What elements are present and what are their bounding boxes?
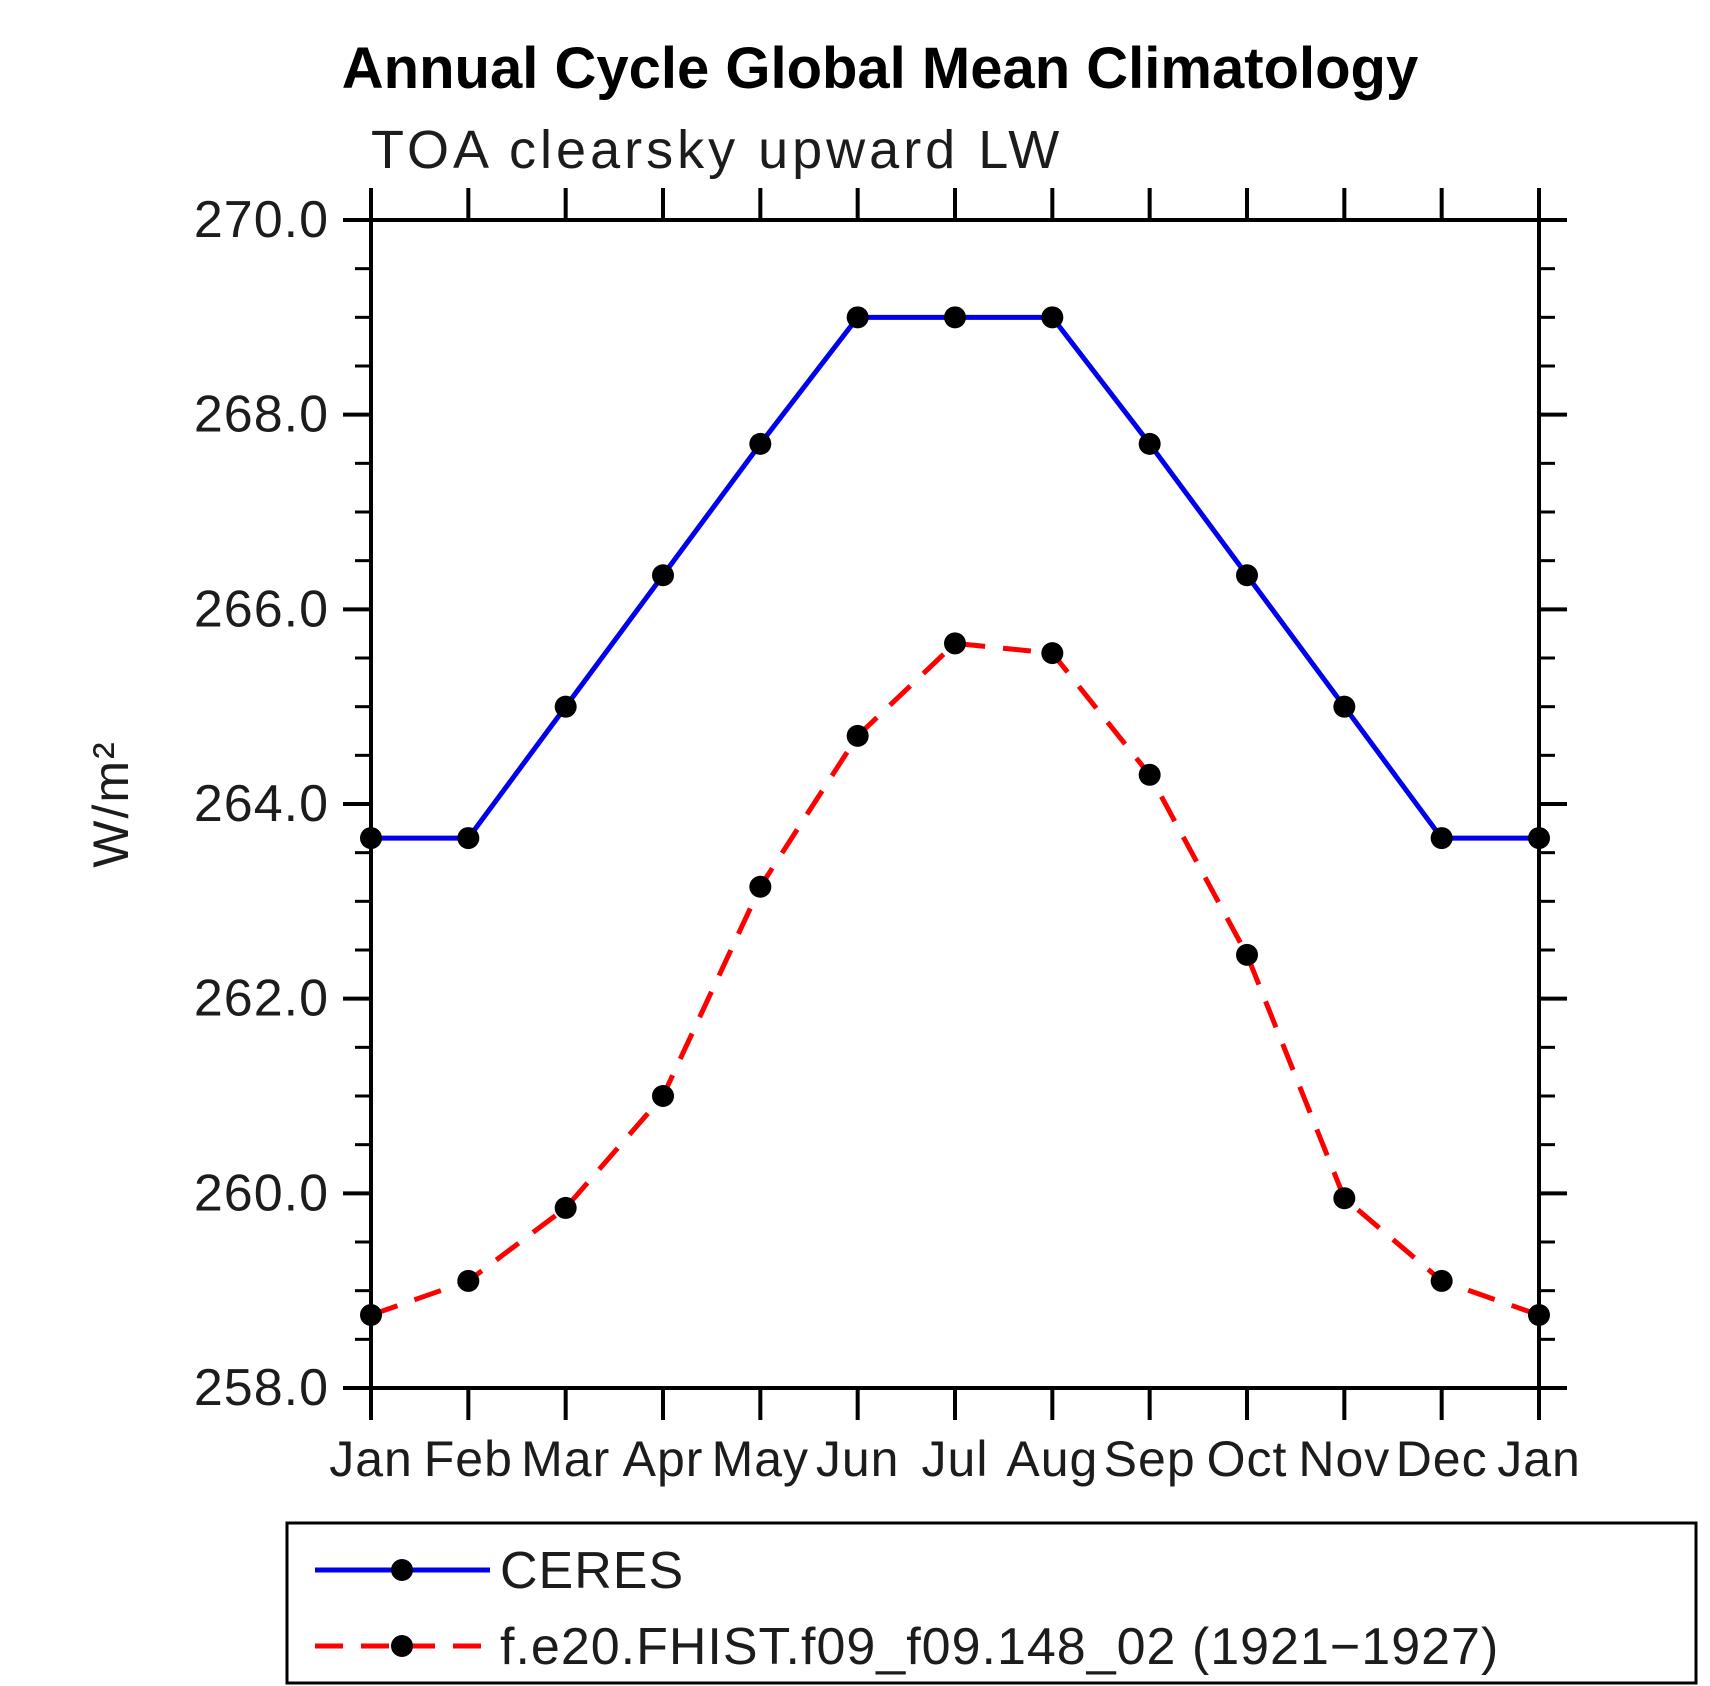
data-point-marker: [846, 306, 869, 329]
data-point-marker: [1236, 943, 1258, 966]
x-axis-month-label: Oct: [1207, 1431, 1288, 1487]
legend-box: [285, 1521, 1698, 1685]
data-point-marker: [360, 1304, 382, 1326]
legend-label-ceres: CERES: [500, 1542, 684, 1600]
data-series-layer: [360, 306, 1550, 1326]
data-point-marker: [457, 827, 480, 850]
y-axis-tick-label: 258.0: [194, 1359, 329, 1417]
legend: CERES f.e20.FHIST.f09_f09.148_02 (1921−1…: [285, 1521, 1698, 1685]
data-point-marker: [1138, 432, 1161, 455]
data-point-marker: [1430, 1269, 1453, 1292]
legend-marker-model: [391, 1635, 413, 1657]
data-point-marker: [1041, 306, 1064, 329]
data-point-marker: [1333, 1187, 1356, 1210]
data-point-marker: [1528, 827, 1550, 850]
chart-subtitle: TOA clearsky upward LW: [371, 120, 1063, 180]
x-axis-month-label: Jun: [816, 1431, 900, 1487]
y-axis-tick-label: 260.0: [194, 1164, 329, 1222]
x-axis-month-label: Aug: [1006, 1431, 1098, 1487]
data-point-marker: [1236, 564, 1258, 587]
data-point-marker: [457, 1269, 480, 1292]
data-point-marker: [1333, 695, 1356, 718]
x-axis-month-label: Jan: [1497, 1431, 1581, 1487]
y-axis-label: W/m²: [83, 740, 139, 867]
legend-marker-ceres: [391, 1559, 413, 1581]
data-point-marker: [1528, 1304, 1550, 1326]
data-point-marker: [749, 875, 772, 898]
data-point-marker: [652, 1085, 674, 1107]
y-axis-tick-label: 266.0: [194, 580, 329, 638]
y-axis-ticks: 258.0 260.0 262.0 264.0 266.0 268.0 270.0: [194, 191, 1567, 1417]
x-axis-month-label: Feb: [424, 1431, 513, 1487]
legend-label-model: f.e20.FHIST.f09_f09.148_02 (1921−1927): [500, 1618, 1499, 1676]
x-axis-month-label: May: [712, 1431, 809, 1487]
data-point-marker: [846, 724, 869, 747]
data-point-marker: [360, 827, 382, 850]
chart-title: Annual Cycle Global Mean Climatology: [342, 36, 1418, 101]
x-axis-month-label: Sep: [1104, 1431, 1196, 1487]
data-point-marker: [749, 432, 772, 455]
data-point-marker: [652, 564, 674, 587]
data-point-marker: [554, 1196, 577, 1219]
x-axis-month-label: Jul: [922, 1431, 989, 1487]
data-point-marker: [1041, 642, 1064, 665]
y-axis-tick-label: 264.0: [194, 775, 329, 833]
ceres-line: [371, 314, 1539, 841]
y-axis-tick-label: 268.0: [194, 386, 329, 444]
data-point-marker: [554, 695, 577, 718]
x-axis-month-label: Jan: [329, 1431, 413, 1487]
plot-area-border: [369, 218, 1541, 1390]
y-axis-tick-label: 270.0: [194, 191, 329, 249]
x-axis-ticks: Jan Feb Mar Apr May Jun Jul Aug Sep Oct Nov Dec Jan: [329, 188, 1581, 1487]
data-point-marker: [944, 306, 966, 329]
data-point-marker: [1138, 763, 1161, 786]
x-axis-month-label: Nov: [1298, 1431, 1390, 1487]
x-axis-month-label: Mar: [521, 1431, 610, 1487]
x-axis-month-label: Apr: [623, 1431, 704, 1487]
model-line: [370, 640, 1540, 1318]
y-axis-tick-label: 262.0: [194, 970, 329, 1028]
data-point-marker: [1430, 827, 1453, 850]
x-axis-month-label: Dec: [1396, 1431, 1488, 1487]
data-point-marker: [944, 632, 966, 655]
